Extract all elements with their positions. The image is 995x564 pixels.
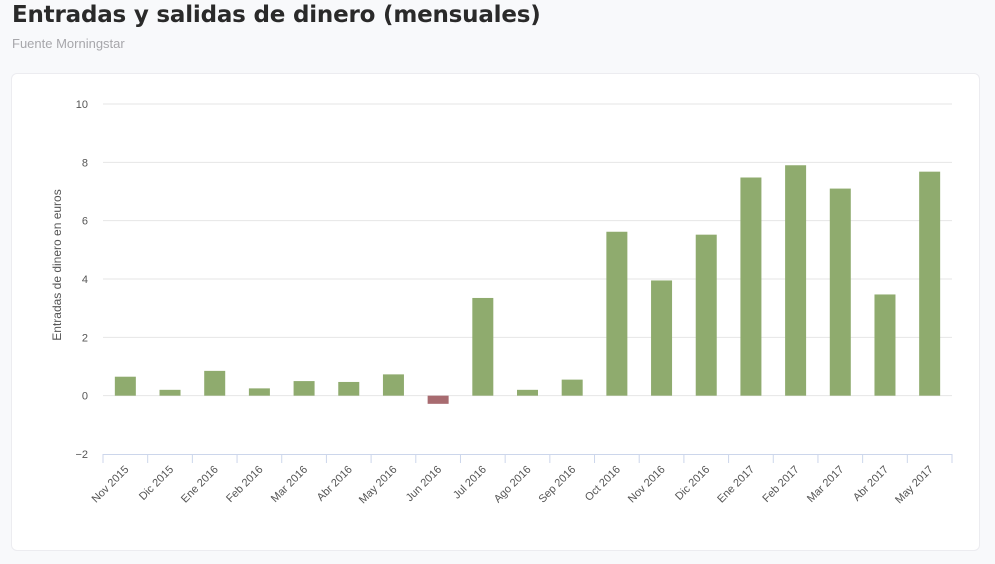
bar[interactable] [740,177,762,396]
y-tick-label: 10 [76,99,88,111]
grid-lines [103,103,952,397]
x-tick-label: May 2017 [893,464,936,507]
x-tick-label: Dic 2015 [137,464,176,503]
y-tick-label: 2 [82,332,88,344]
x-tick-label: Abr 2016 [315,464,355,504]
bars [114,165,941,404]
x-tick-label: Nov 2015 [90,464,132,506]
x-axis [102,454,953,463]
bar[interactable] [338,381,360,396]
x-tick-label: Ene 2017 [715,464,757,506]
x-tick-label: May 2016 [357,464,400,507]
bar[interactable] [114,376,136,396]
x-tick-label: Ago 2016 [492,464,534,506]
x-tick-label: Feb 2016 [224,464,265,505]
page-title: Entradas y salidas de dinero (mensuales) [12,2,541,28]
bar[interactable] [382,374,404,396]
bar[interactable] [874,294,896,396]
x-tick-label: Feb 2017 [760,464,801,505]
bar[interactable] [606,231,628,396]
bar[interactable] [829,188,851,396]
bar[interactable] [427,395,449,404]
x-tick-label: Abr 2017 [851,464,891,504]
bar[interactable] [695,234,717,396]
y-axis-ticks: 10 8 6 4 2 0 −2 [75,99,88,461]
bar[interactable] [159,389,181,396]
bar[interactable] [472,297,494,396]
y-axis-label: Entradas de dinero en euros [50,189,64,340]
x-tick-label: Ene 2016 [179,464,221,506]
bar[interactable] [293,381,315,396]
bar[interactable] [248,388,270,396]
y-tick-label: 0 [82,391,88,403]
bar[interactable] [561,379,583,396]
x-tick-label: Nov 2016 [626,464,668,506]
bar[interactable] [204,370,226,396]
y-tick-label: −2 [75,449,88,461]
y-tick-label: 8 [82,157,88,169]
x-tick-label: Jun 2016 [404,464,444,504]
bar[interactable] [651,280,673,396]
bar[interactable] [516,389,539,396]
bar[interactable] [785,165,807,396]
x-tick-label: Oct 2016 [583,464,623,504]
x-tick-label: Jul 2016 [451,464,489,502]
x-tick-label: Mar 2016 [269,464,310,505]
y-tick-label: 6 [82,216,88,228]
x-tick-label: Mar 2017 [805,464,846,505]
x-axis-ticks: Nov 2015 Dic 2015 Ene 2016 Feb 2016 Mar 2016… [90,464,936,507]
x-tick-label: Dic 2016 [673,464,712,503]
x-tick-label: Sep 2016 [537,464,579,506]
bar[interactable] [919,171,941,396]
page-subtitle: Fuente Morningstar [12,36,125,51]
y-tick-label: 4 [82,274,88,286]
chart-card: 10 8 6 4 2 0 −2 Nov 2015 Dic 2015 Ene 2016 Feb 20… [11,73,980,551]
